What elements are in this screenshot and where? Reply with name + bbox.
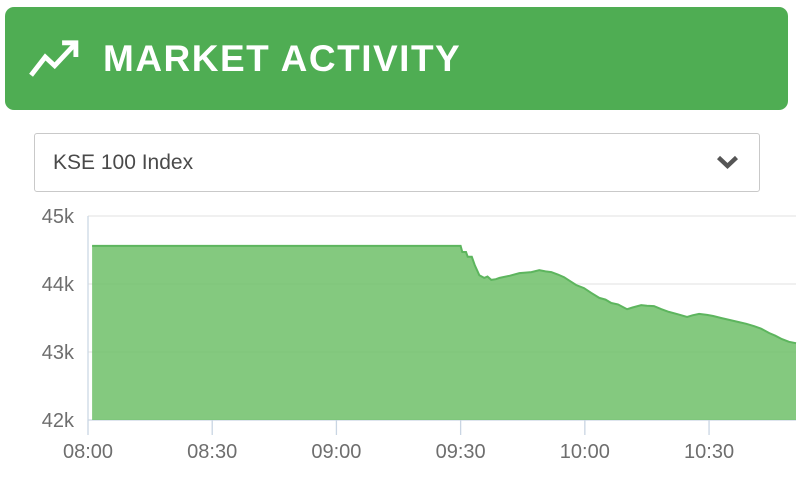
index-select[interactable]: KSE 100 Index [34, 133, 760, 192]
x-axis-label: 08:00 [63, 441, 113, 463]
x-axis-label: 08:30 [187, 441, 237, 463]
kse-index-chart-canvas: 08:00 08:30 09:00 09:30 10:00 10:30 45k 44k 43k 4… [42, 206, 797, 463]
y-axis-label: 43k [42, 342, 75, 364]
x-axis-label: 09:00 [311, 441, 361, 463]
area-series [92, 245, 797, 420]
index-select-value: KSE 100 Index [53, 150, 194, 174]
x-axis-label: 10:30 [684, 441, 734, 463]
kse-index-chart: 08:00 08:30 09:00 09:30 10:00 10:30 45k 44k 43k 4… [0, 200, 800, 480]
chevron-down-icon [716, 155, 739, 170]
y-axis-label: 45k [42, 206, 75, 228]
y-axis-label: 42k [42, 410, 75, 432]
x-axis-label: 09:30 [436, 441, 486, 463]
trending-up-icon [27, 36, 81, 82]
market-activity-header: MARKET ACTIVITY [5, 7, 788, 110]
area-series-line [92, 244, 797, 345]
x-axis-label: 10:00 [560, 441, 610, 463]
y-axis-label: 44k [42, 274, 75, 296]
market-activity-title: MARKET ACTIVITY [103, 38, 462, 79]
